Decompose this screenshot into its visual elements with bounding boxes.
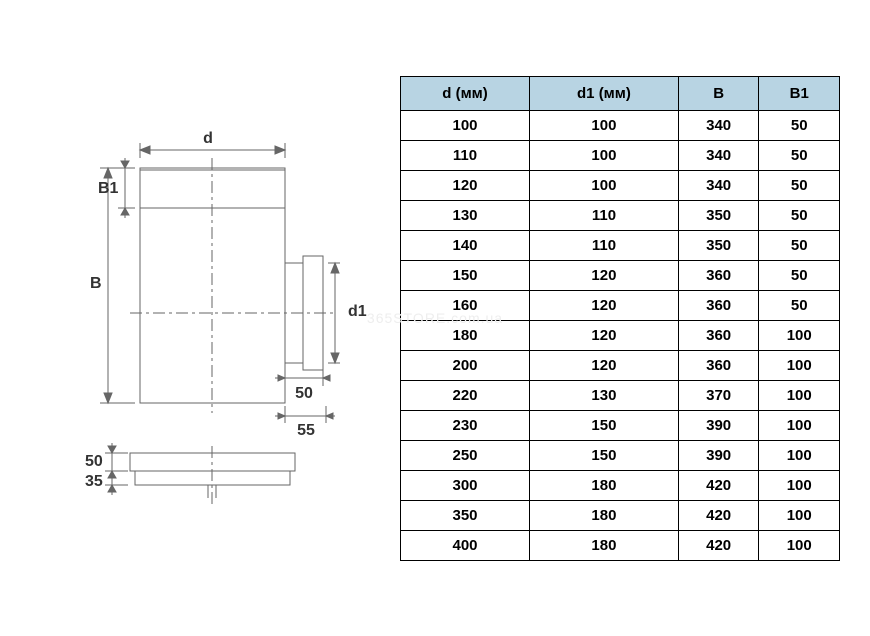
label-B: В	[90, 275, 102, 292]
table-row: 350180420100	[401, 500, 840, 530]
label-50-bottom: 50	[85, 453, 103, 470]
table-cell: 180	[530, 500, 679, 530]
table-cell: 230	[401, 410, 530, 440]
table-cell: 100	[759, 380, 840, 410]
table-row: 16012036050	[401, 290, 840, 320]
technical-diagram: d d1	[30, 88, 370, 548]
table-cell: 100	[759, 470, 840, 500]
table-cell: 150	[401, 260, 530, 290]
table-cell: 390	[678, 410, 759, 440]
table-cell: 110	[530, 230, 679, 260]
table-cell: 150	[530, 410, 679, 440]
label-d: d	[203, 130, 213, 147]
table-cell: 150	[530, 440, 679, 470]
table-cell: 50	[759, 200, 840, 230]
table-row: 300180420100	[401, 470, 840, 500]
table-cell: 100	[530, 140, 679, 170]
table-cell: 100	[401, 110, 530, 140]
table-row: 230150390100	[401, 410, 840, 440]
table-cell: 350	[401, 500, 530, 530]
table-row: 250150390100	[401, 440, 840, 470]
table-cell: 360	[678, 350, 759, 380]
label-B1: В1	[98, 180, 119, 197]
table-cell: 50	[759, 230, 840, 260]
table-cell: 370	[678, 380, 759, 410]
table-cell: 420	[678, 470, 759, 500]
table-cell: 200	[401, 350, 530, 380]
dimensions-table: d (мм) d1 (мм) В В1 10010034050110100340…	[400, 76, 840, 561]
table-cell: 100	[759, 350, 840, 380]
col-d1: d1 (мм)	[530, 76, 679, 110]
table-cell: 160	[401, 290, 530, 320]
main-container: d d1	[0, 56, 870, 581]
table-cell: 360	[678, 260, 759, 290]
table-cell: 120	[530, 260, 679, 290]
table-cell: 130	[401, 200, 530, 230]
table-row: 13011035050	[401, 200, 840, 230]
dimensions-table-section: d (мм) d1 (мм) В В1 10010034050110100340…	[400, 76, 840, 561]
table-cell: 100	[759, 500, 840, 530]
table-cell: 340	[678, 140, 759, 170]
table-cell: 350	[678, 230, 759, 260]
table-cell: 130	[530, 380, 679, 410]
table-cell: 250	[401, 440, 530, 470]
table-header-row: d (мм) d1 (мм) В В1	[401, 76, 840, 110]
table-cell: 340	[678, 110, 759, 140]
table-cell: 50	[759, 290, 840, 320]
table-cell: 420	[678, 530, 759, 560]
table-cell: 50	[759, 110, 840, 140]
table-cell: 120	[530, 350, 679, 380]
table-cell: 390	[678, 440, 759, 470]
table-cell: 340	[678, 170, 759, 200]
table-cell: 420	[678, 500, 759, 530]
table-cell: 120	[530, 320, 679, 350]
col-B1: В1	[759, 76, 840, 110]
table-row: 11010034050	[401, 140, 840, 170]
table-row: 200120360100	[401, 350, 840, 380]
table-cell: 220	[401, 380, 530, 410]
table-cell: 50	[759, 260, 840, 290]
table-cell: 110	[401, 140, 530, 170]
table-cell: 350	[678, 200, 759, 230]
table-cell: 360	[678, 290, 759, 320]
table-cell: 180	[530, 530, 679, 560]
table-cell: 50	[759, 140, 840, 170]
table-cell: 120	[401, 170, 530, 200]
col-B: В	[678, 76, 759, 110]
table-cell: 180	[530, 470, 679, 500]
table-cell: 100	[759, 320, 840, 350]
table-cell: 100	[759, 440, 840, 470]
table-row: 10010034050	[401, 110, 840, 140]
label-50-side: 50	[295, 385, 313, 402]
col-d: d (мм)	[401, 76, 530, 110]
table-cell: 180	[401, 320, 530, 350]
table-row: 14011035050	[401, 230, 840, 260]
table-cell: 140	[401, 230, 530, 260]
table-cell: 360	[678, 320, 759, 350]
table-cell: 300	[401, 470, 530, 500]
table-row: 15012036050	[401, 260, 840, 290]
table-cell: 400	[401, 530, 530, 560]
table-cell: 100	[530, 170, 679, 200]
table-row: 400180420100	[401, 530, 840, 560]
table-cell: 100	[530, 110, 679, 140]
table-cell: 100	[759, 410, 840, 440]
table-cell: 100	[759, 530, 840, 560]
table-row: 12010034050	[401, 170, 840, 200]
table-row: 220130370100	[401, 380, 840, 410]
table-row: 180120360100	[401, 320, 840, 350]
label-35: 35	[85, 473, 103, 490]
table-cell: 50	[759, 170, 840, 200]
label-d1: d1	[348, 303, 367, 320]
table-cell: 110	[530, 200, 679, 230]
label-55: 55	[297, 422, 315, 439]
table-cell: 120	[530, 290, 679, 320]
